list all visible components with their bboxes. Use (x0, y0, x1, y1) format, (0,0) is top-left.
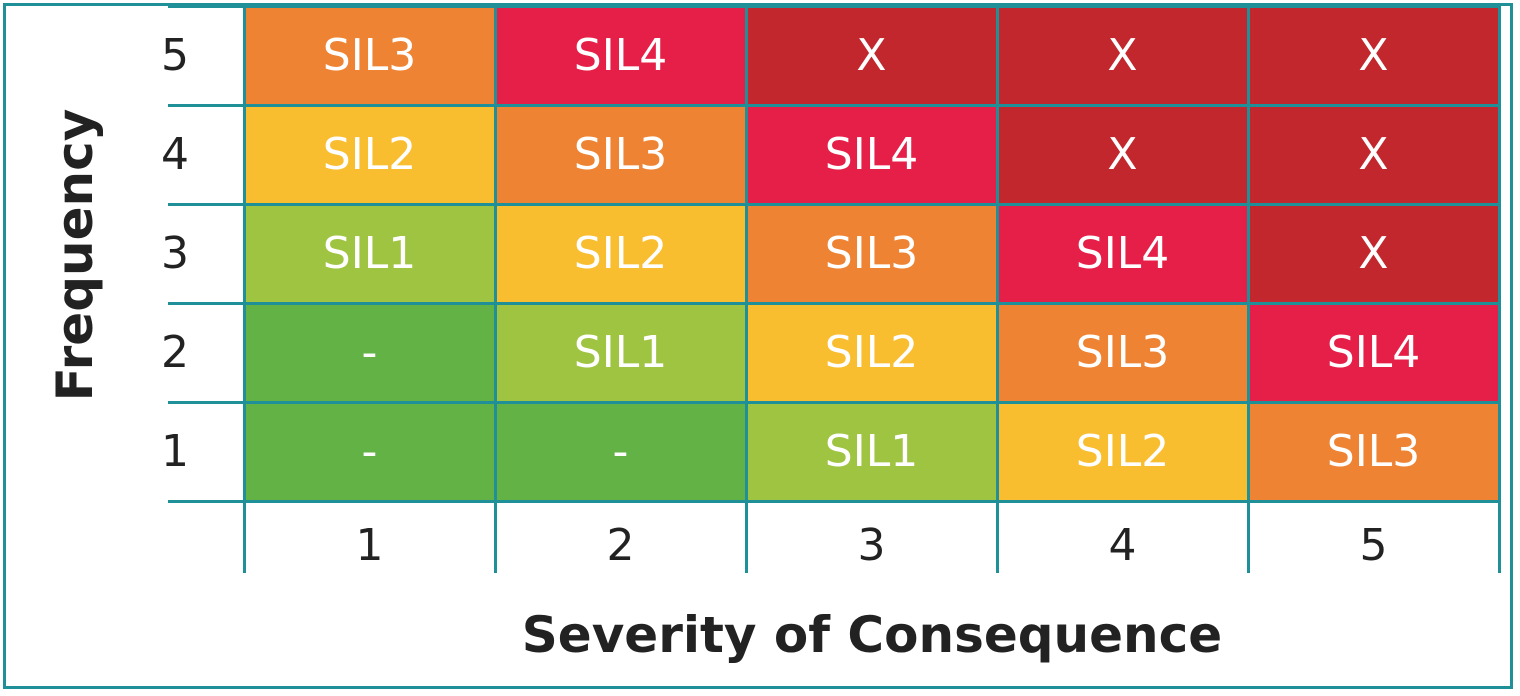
grid-line-vertical (494, 6, 497, 573)
matrix-cell: SIL2 (244, 105, 495, 204)
matrix-cell: SIL2 (495, 204, 746, 303)
frequency-tick-label: 1 (161, 426, 189, 477)
grid-line-vertical (243, 6, 246, 573)
matrix-cell: SIL3 (1248, 402, 1499, 501)
matrix-cell: SIL3 (244, 6, 495, 105)
matrix-cell: X (1248, 6, 1499, 105)
grid-line-horizontal (168, 104, 1499, 107)
frequency-tick-label: 5 (161, 30, 189, 81)
matrix-cell: SIL3 (746, 204, 997, 303)
matrix-cell: SIL4 (1248, 303, 1499, 402)
matrix-cell: SIL2 (746, 303, 997, 402)
grid-line-vertical (996, 6, 999, 573)
grid-line-horizontal (168, 5, 1499, 8)
matrix-cell: - (495, 402, 746, 501)
matrix-cell: SIL3 (495, 105, 746, 204)
matrix-cell: - (244, 303, 495, 402)
matrix-cell: X (997, 105, 1248, 204)
grid-line-horizontal (168, 302, 1499, 305)
severity-tick-label: 2 (606, 519, 635, 571)
matrix-cell: SIL3 (997, 303, 1248, 402)
frequency-tick-label: 2 (161, 327, 189, 378)
matrix-cell: SIL1 (244, 204, 495, 303)
matrix-cell: X (1248, 204, 1499, 303)
severity-tick-label: 3 (857, 519, 886, 571)
frequency-tick-label: 3 (161, 228, 189, 279)
grid-line-vertical (1498, 6, 1501, 573)
x-axis-title: Severity of Consequence (521, 606, 1223, 664)
grid-line-horizontal (168, 203, 1499, 206)
matrix-cell: X (1248, 105, 1499, 204)
frequency-tick-label: 4 (161, 129, 189, 180)
severity-tick-label: 5 (1359, 519, 1388, 571)
matrix-cell: SIL1 (746, 402, 997, 501)
matrix-cell: X (746, 6, 997, 105)
matrix-cell: SIL2 (997, 402, 1248, 501)
grid-line-horizontal (168, 500, 1499, 503)
severity-tick-label: 1 (355, 519, 384, 571)
matrix-cell: - (244, 402, 495, 501)
grid-line-vertical (745, 6, 748, 573)
matrix-cell: SIL4 (495, 6, 746, 105)
severity-tick-label: 4 (1108, 519, 1137, 571)
matrix-cell: SIL4 (997, 204, 1248, 303)
y-axis-title: Frequency (46, 108, 104, 402)
grid-line-vertical (1247, 6, 1250, 573)
grid-line-horizontal (168, 401, 1499, 404)
matrix-cell: SIL4 (746, 105, 997, 204)
matrix-cell: X (997, 6, 1248, 105)
matrix-cell: SIL1 (495, 303, 746, 402)
